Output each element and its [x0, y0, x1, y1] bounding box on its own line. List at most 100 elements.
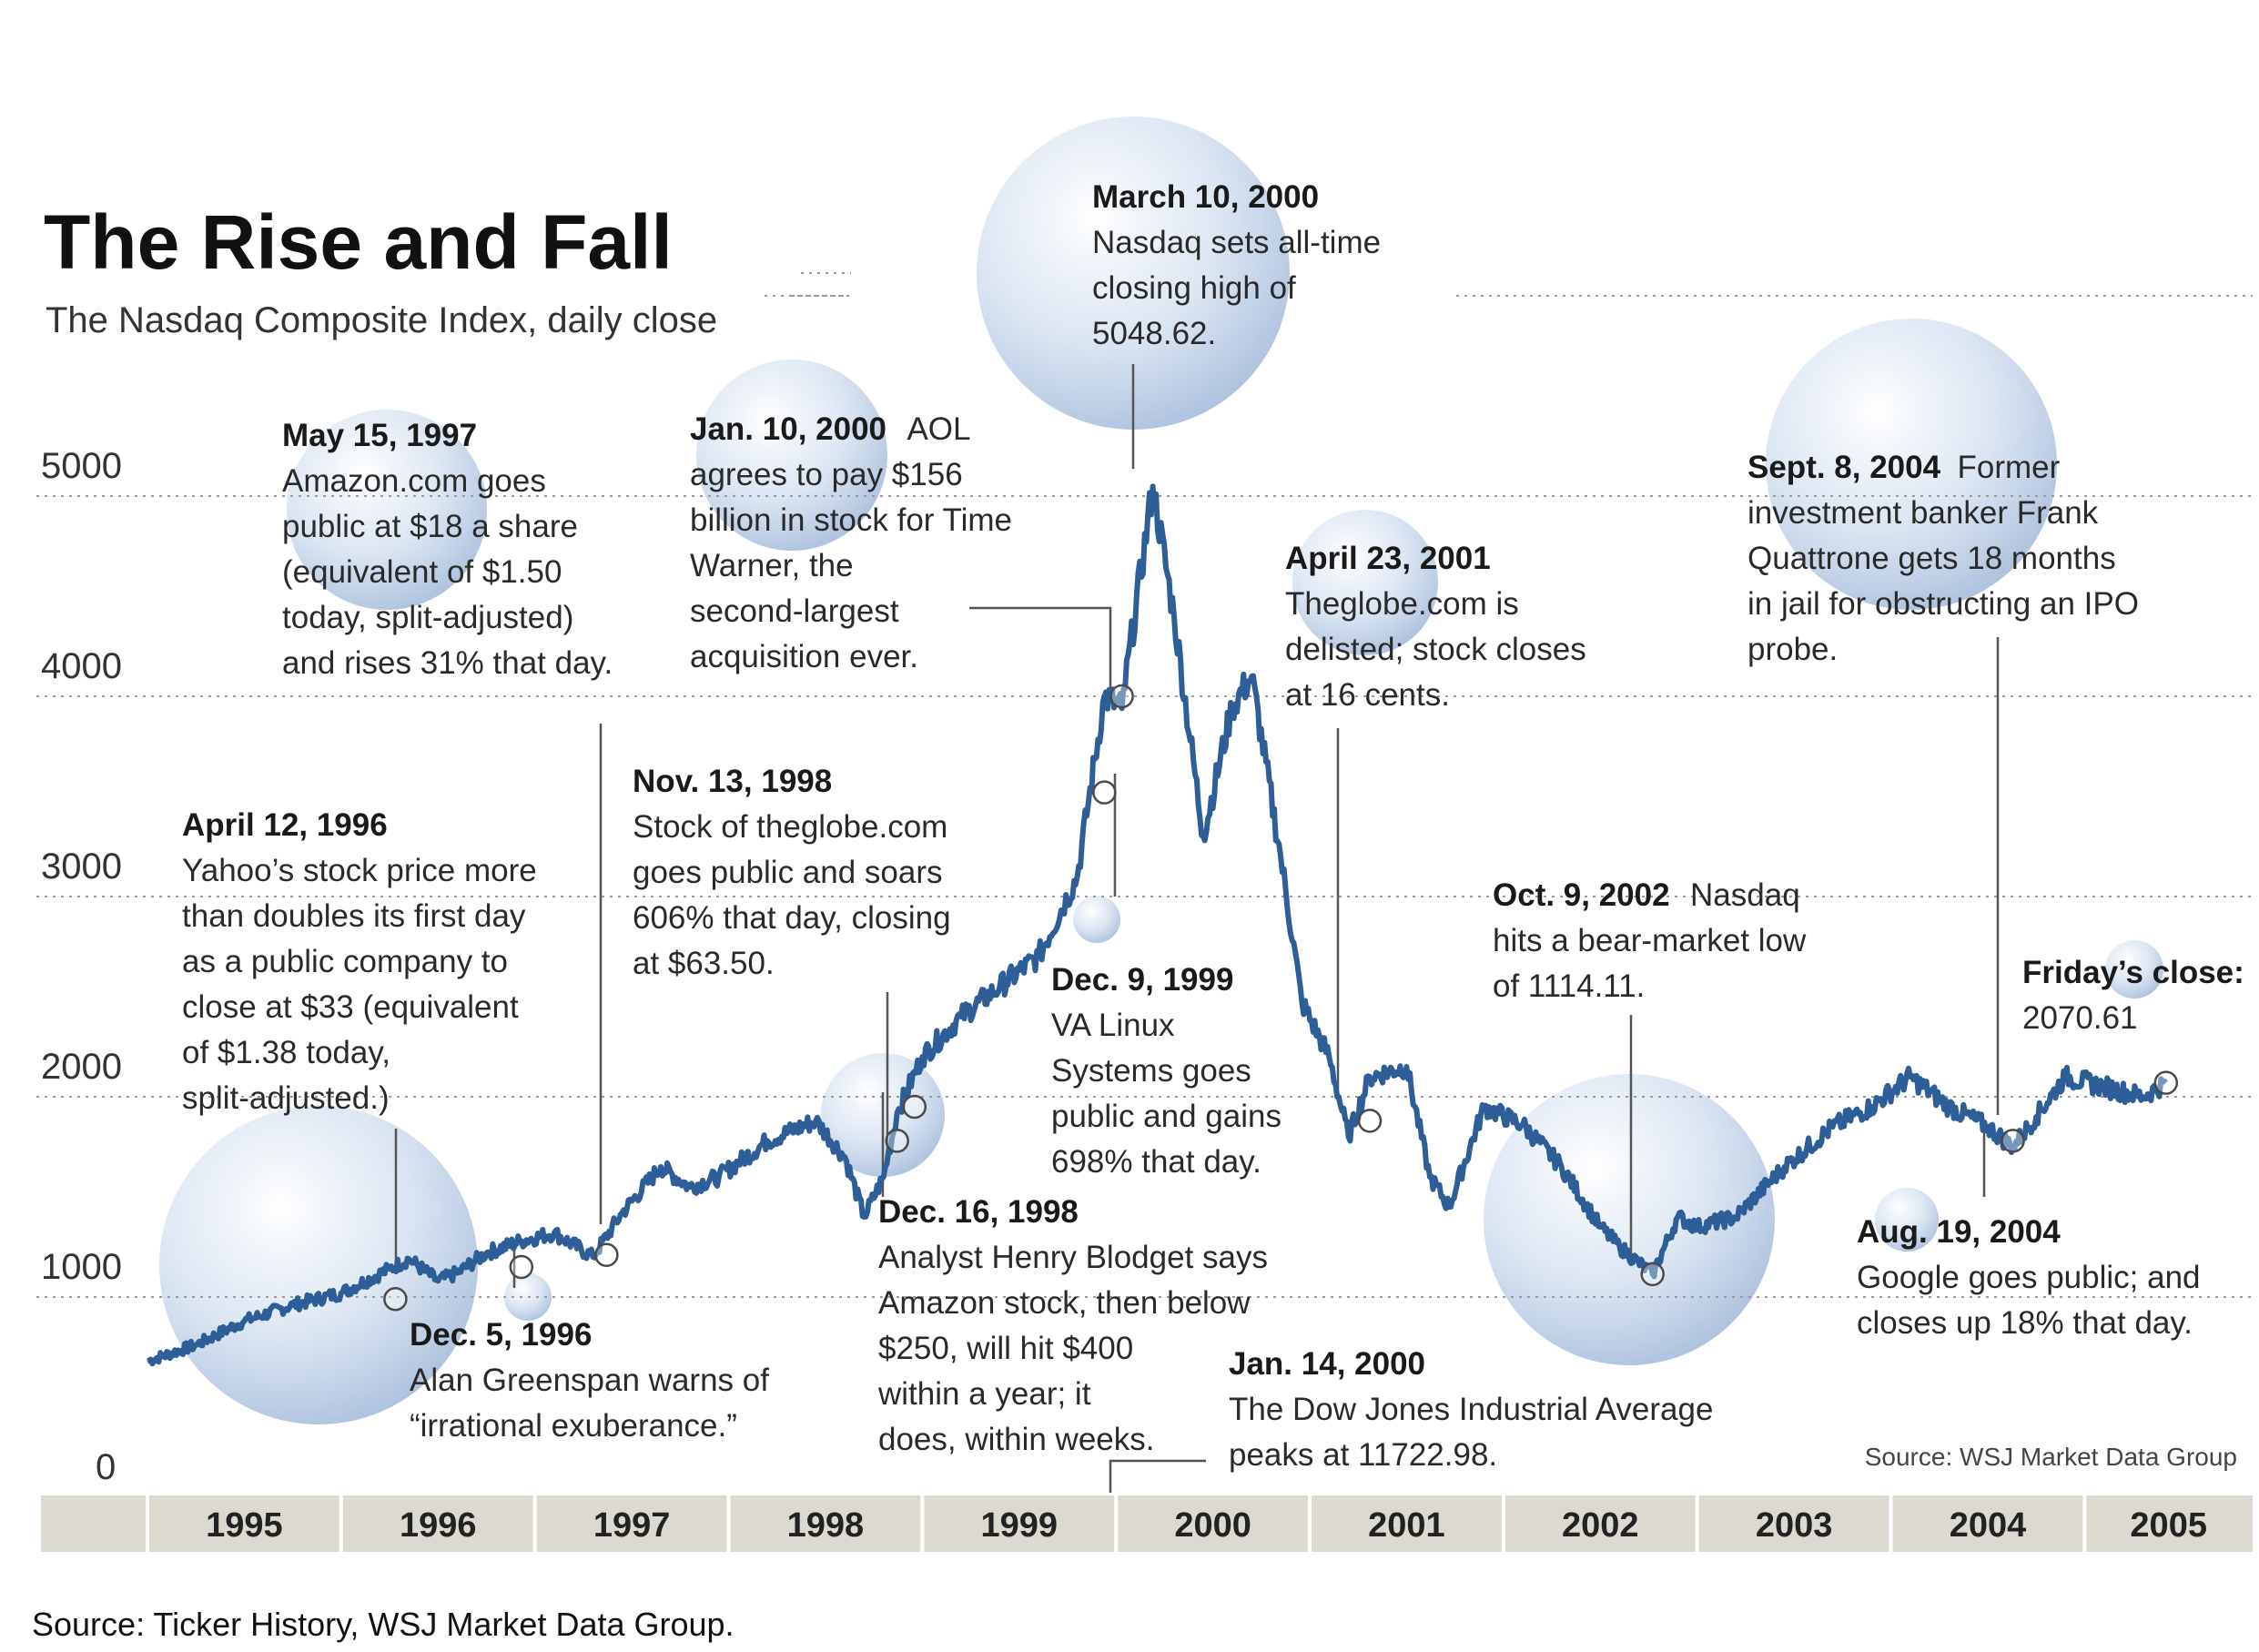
series-line-group	[146, 483, 2168, 1367]
x-tick-year-label: 1997	[593, 1506, 671, 1545]
annotation-line: investment banker Frank	[1747, 495, 2099, 531]
x-tick-year-label: 1998	[787, 1506, 865, 1545]
annotation-line: of 1114.11.	[1493, 968, 1645, 1004]
annotation-line: probe.	[1747, 632, 1838, 667]
annotation-line: “irrational exuberance.”	[410, 1408, 737, 1444]
annotation-line: 5048.62.	[1092, 316, 1216, 351]
annotation-line: Analyst Henry Blodget says	[878, 1240, 1268, 1275]
footer-source-text: Ticker History, WSJ Market Data Group.	[145, 1606, 734, 1643]
annotation-date: May 15, 1997	[282, 418, 477, 453]
x-tick-year-label: 2002	[1562, 1506, 1639, 1545]
annotation-may-1997: May 15, 1997 Amazon.com goes public at $…	[282, 418, 613, 681]
annotation-line: Alan Greenspan warns of	[410, 1363, 769, 1398]
y-tick-label: 2000	[41, 1047, 122, 1087]
annotation-line: Amazon stock, then below	[878, 1285, 1251, 1321]
annotation-line: in jail for obstructing an IPO	[1747, 586, 2139, 622]
event-marker	[509, 1254, 534, 1280]
annotation-oct-2002: Oct. 9, 2002 Nasdaq hits a bear-market l…	[1493, 877, 1807, 1004]
annotation-line: (equivalent of $1.50	[282, 554, 562, 590]
annotation-date: March 10, 2000	[1092, 179, 1319, 215]
bubble-2005-small	[2105, 940, 2163, 998]
event-marker	[2001, 1129, 2025, 1153]
footer-source: Source: Ticker History, WSJ Market Data …	[32, 1606, 734, 1643]
annotation-date: Sept. 8, 2004	[1747, 450, 1941, 485]
annotation-april-2001: April 23, 2001 Theglobe.com is delisted;…	[1285, 541, 1586, 713]
annotation-line: 606% that day, closing	[633, 900, 951, 936]
x-tick-year-label: 1999	[981, 1506, 1059, 1545]
annotation-date: Dec. 9, 1999	[1051, 962, 1233, 998]
footer-source-label: Source:	[32, 1606, 145, 1643]
y-tick-label: 4000	[41, 646, 122, 686]
annotation-first-line: Oct. 9, 2002 Nasdaq	[1493, 877, 1800, 913]
annotation-line: hits a bear-market low	[1493, 923, 1807, 958]
x-tick-year-label: 2001	[1368, 1506, 1445, 1545]
annotation-first-words: Former	[1958, 450, 2061, 485]
annotation-first-words: Nasdaq	[1690, 877, 1800, 913]
annotation-april-1996: April 12, 1996 Yahoo’s stock price more …	[182, 807, 537, 1116]
event-marker	[902, 1094, 927, 1120]
bubble-2004-small	[1875, 1188, 1939, 1252]
annotation-line: billion in stock for Time	[690, 502, 1012, 538]
annotation-dec-1999: Dec. 9, 1999 VA Linux Systems goes publi…	[1051, 962, 1281, 1180]
annotation-line: public and gains	[1051, 1099, 1281, 1134]
leader-jan-2000-aol	[969, 606, 1112, 692]
bubble-1999-small	[1073, 896, 1120, 943]
annotations: April 12, 1996 Yahoo’s stock price more …	[182, 179, 2244, 1473]
annotation-line: second-largest	[690, 593, 899, 629]
bubble-large-2000	[977, 117, 1290, 430]
annotation-line: split-adjusted.)	[182, 1080, 390, 1116]
chart-subtitle: The Nasdaq Composite Index, daily close	[46, 300, 717, 340]
nasdaq-series-line	[146, 483, 2168, 1367]
bubble-2004	[1766, 319, 2057, 610]
y-tick-label: 0	[96, 1447, 116, 1487]
annotation-nov-1998: Nov. 13, 1998 Stock of theglobe.com goes…	[633, 764, 951, 981]
annotation-line: at 16 cents.	[1285, 677, 1450, 713]
annotation-line: within a year; it	[877, 1376, 1091, 1412]
annotation-line: closes up 18% that day.	[1857, 1305, 2193, 1341]
annotation-line: today, split-adjusted)	[282, 600, 573, 635]
annotation-date: Dec. 16, 1998	[878, 1194, 1079, 1230]
annotation-date: Friday’s close:	[2022, 955, 2244, 990]
annotation-line: than doubles its first day	[182, 898, 526, 934]
x-tick-year-label: 2005	[2130, 1506, 2207, 1545]
bubble-2002	[1484, 1074, 1775, 1365]
annotation-line: Yahoo’s stock price more	[182, 853, 537, 888]
annotation-line: VA Linux	[1051, 1008, 1175, 1043]
annotation-date: Nov. 13, 1998	[633, 764, 832, 799]
event-marker	[1092, 780, 1117, 805]
annotation-line: peaks at 11722.98.	[1229, 1437, 1497, 1473]
annotation-fridays-close: Friday’s close: 2070.61	[2022, 955, 2244, 1036]
y-axis: 0 1000 2000 3000 4000 5000	[41, 446, 122, 1487]
annotation-line: The Dow Jones Industrial Average	[1229, 1392, 1713, 1427]
annotation-date: Dec. 5, 1996	[410, 1317, 592, 1353]
annotation-aug-2004: Aug. 19, 2004 Google goes public; and cl…	[1857, 1214, 2201, 1341]
annotation-date: Jan. 10, 2000	[690, 411, 886, 447]
annotation-line: Theglobe.com is	[1285, 586, 1519, 622]
event-markers	[383, 684, 2179, 1312]
annotation-line: Google goes public; and	[1857, 1260, 2201, 1295]
annotation-date: Aug. 19, 2004	[1857, 1214, 2061, 1250]
y-tick-label: 3000	[41, 846, 122, 887]
bubble-1997	[287, 410, 487, 610]
annotation-dec-1998: Dec. 16, 1998 Analyst Henry Blodget says…	[877, 1194, 1268, 1457]
annotation-line: 2070.61	[2022, 1000, 2138, 1036]
annotation-date: April 23, 2001	[1285, 541, 1491, 576]
annotation-line: of $1.38 today,	[182, 1035, 390, 1070]
event-marker	[383, 1286, 408, 1312]
annotation-dec-1996: Dec. 5, 1996 Alan Greenspan warns of “ir…	[410, 1317, 769, 1444]
annotation-line: Stock of theglobe.com	[633, 809, 947, 845]
annotation-line: public at $18 a share	[282, 509, 578, 544]
chart-source-note: Source: WSJ Market Data Group	[1865, 1443, 2237, 1471]
annotation-jan-2000-dow: Jan. 14, 2000 The Dow Jones Industrial A…	[1229, 1346, 1713, 1473]
x-tick-year-label: 2004	[1950, 1506, 2027, 1545]
annotation-line: Amazon.com goes	[282, 463, 546, 499]
x-axis-year-bar: 1995 1996 1997 1998 1999 2000 2001 2002 2003 2004…	[41, 1495, 2253, 1552]
y-tick-label: 5000	[41, 446, 122, 486]
annotation-line: Warner, the	[690, 548, 854, 583]
leader-lines	[394, 364, 2000, 1493]
event-marker	[594, 1242, 619, 1268]
annotation-first-line: Sept. 8, 2004 Former	[1747, 450, 2061, 485]
bubble-2001	[1292, 510, 1438, 655]
event-marker	[1109, 684, 1134, 709]
